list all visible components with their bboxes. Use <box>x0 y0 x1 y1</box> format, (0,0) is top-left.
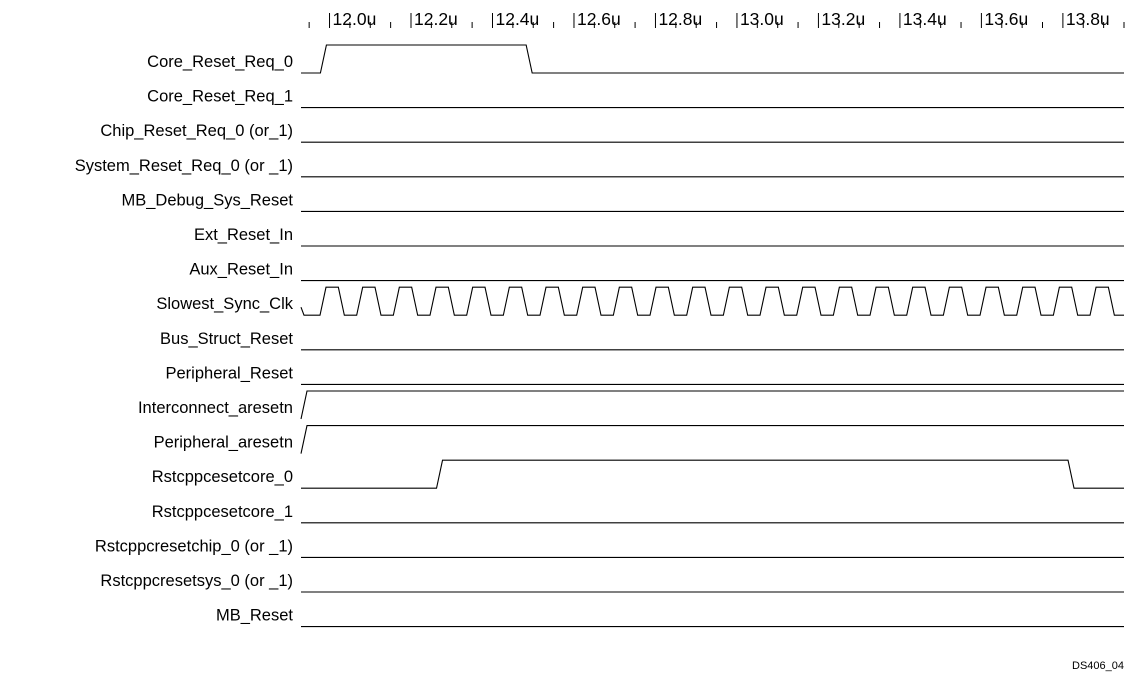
signal-label: Aux_Reset_In <box>189 261 293 279</box>
signal-label: Peripheral_aresetn <box>154 434 293 452</box>
time-tick-label: 12.6u <box>577 9 621 29</box>
waveform-slowest-sync-clk <box>300 286 1124 316</box>
signal-label: Interconnect_aresetn <box>138 399 293 417</box>
waveform-interconnect-aresetn <box>300 390 1124 420</box>
signal-label: Peripheral_Reset <box>166 364 294 382</box>
signal-label: MB_Reset <box>216 607 293 625</box>
time-tick-label: 13.0u <box>740 9 784 29</box>
signal-waveforms <box>300 44 1124 628</box>
waveform-rstcppcesetcore-0 <box>301 459 1124 489</box>
signal-label: Bus_Struct_Reset <box>160 330 293 348</box>
signal-label: Rstcppcesetcore_1 <box>152 503 293 521</box>
signal-label: Ext_Reset_In <box>194 226 293 244</box>
figure-id-label: DS406_04 <box>1072 660 1124 672</box>
time-tick-label: 13.8u <box>1066 9 1110 29</box>
time-tick-label: 12.4u <box>495 9 539 29</box>
time-tick-label: 13.2u <box>821 9 865 29</box>
time-tick-label: 12.8u <box>658 9 702 29</box>
signal-label: Rstcppcesetcore_0 <box>152 468 293 486</box>
time-tick-label: 12.2u <box>414 9 458 29</box>
signal-label: Core_Reset_Req_0 <box>147 53 293 71</box>
signal-label: Chip_Reset_Req_0 (or_1) <box>100 122 293 140</box>
signal-label: Rstcppcresetchip_0 (or _1) <box>95 537 293 555</box>
time-tick-label: 13.6u <box>984 9 1028 29</box>
time-axis: 12.0u 12.2u 12.4u 12.6u 12.8u 13.0u 13.2u 13.4u… <box>308 9 1125 29</box>
waveform-core-reset-req-0 <box>301 44 1124 74</box>
signal-label: MB_Debug_Sys_Reset <box>121 191 293 209</box>
waveform-peripheral-aresetn <box>300 425 1124 454</box>
time-tick-label: 12.0u <box>333 9 377 29</box>
signal-label: Rstcppcresetsys_0 (or _1) <box>100 572 293 590</box>
signal-labels: Core_Reset_Req_0 Core_Reset_Req_1 Chip_Res… <box>75 53 294 625</box>
signal-label: Core_Reset_Req_1 <box>147 88 293 106</box>
signal-label: System_Reset_Req_0 (or _1) <box>75 157 293 175</box>
signal-label: Slowest_Sync_Clk <box>156 295 293 313</box>
time-tick-label: 13.4u <box>903 9 947 29</box>
